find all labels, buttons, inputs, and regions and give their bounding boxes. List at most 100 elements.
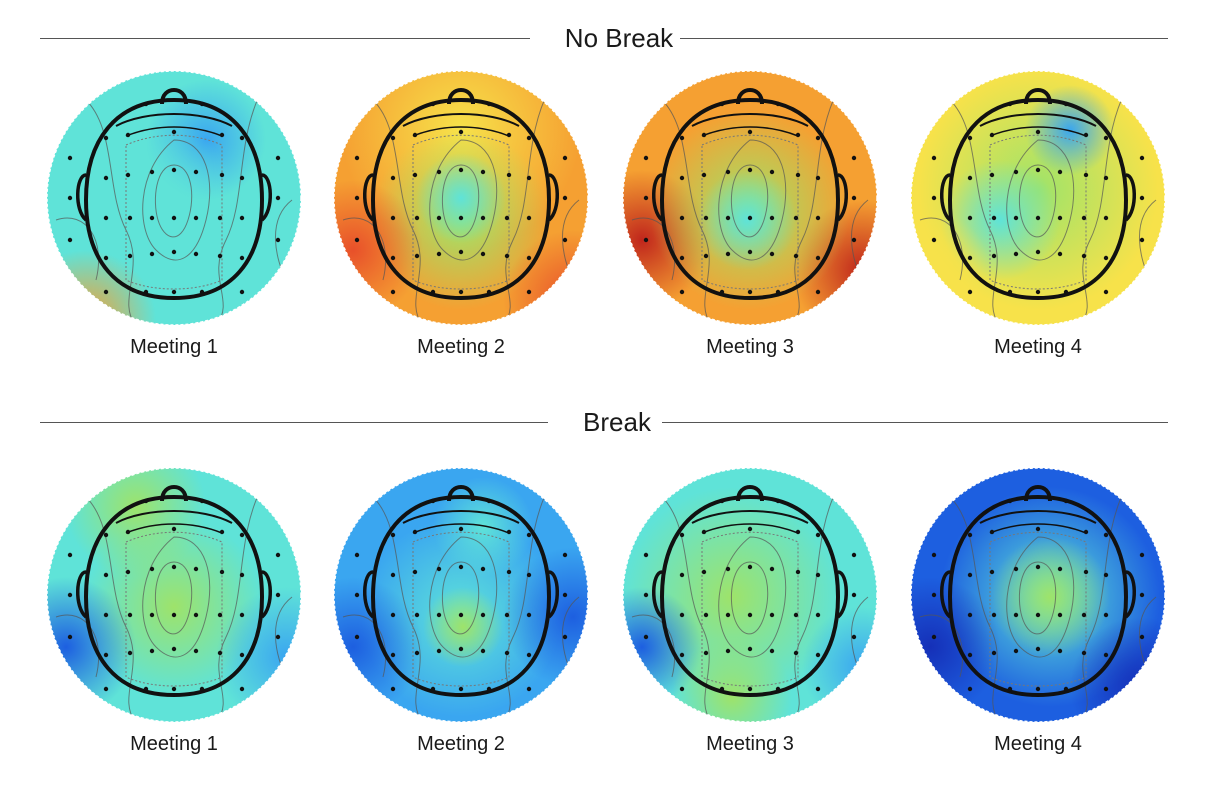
- electrode-dot: [103, 175, 109, 181]
- contour-line: [502, 89, 550, 325]
- electrode-dot: [171, 289, 177, 295]
- electrode-dot: [390, 135, 396, 141]
- electrode-dot: [1083, 172, 1089, 178]
- electrode-dot: [562, 237, 568, 243]
- electrode-dot: [199, 686, 205, 692]
- electrode-dot: [506, 569, 512, 575]
- electrode-dot: [458, 129, 464, 135]
- electrode-dot: [679, 135, 685, 141]
- electrode-dot: [725, 215, 731, 221]
- electrode-dot: [747, 646, 753, 652]
- electrode-dot: [1013, 612, 1019, 618]
- electrode-dot: [275, 552, 281, 558]
- contour-line: [441, 164, 480, 238]
- electrode-dot: [1103, 289, 1109, 295]
- electrode-dot: [701, 529, 707, 535]
- contour-line: [730, 164, 769, 238]
- electrode-dot: [436, 215, 442, 221]
- electrode-dot: [1035, 167, 1041, 173]
- topomap: [622, 70, 878, 326]
- electrode-dot: [1007, 101, 1013, 107]
- electrode-dot: [775, 686, 781, 692]
- electrode-dot: [390, 612, 396, 618]
- electrode-dot: [504, 612, 510, 618]
- electrode-dot: [1139, 634, 1145, 640]
- electrode-dot: [390, 255, 396, 261]
- electrode-dot: [149, 169, 155, 175]
- electrode-dot: [526, 255, 532, 261]
- electrode-dot: [1103, 652, 1109, 658]
- electrode-dot: [275, 634, 281, 640]
- contour-line: [154, 561, 193, 635]
- electrode-dot: [458, 249, 464, 255]
- electrode-dot: [989, 529, 995, 535]
- electrode-dot: [143, 289, 149, 295]
- electrode-dot: [967, 289, 973, 295]
- electrode-dot: [480, 215, 486, 221]
- electrode-dot: [143, 498, 149, 504]
- electrode-dot: [390, 215, 396, 221]
- electrode-dot: [747, 564, 753, 570]
- electrode-dot: [967, 255, 973, 261]
- electrode-dot: [747, 612, 753, 618]
- electrode-dot: [412, 172, 418, 178]
- electrode-dot: [1007, 289, 1013, 295]
- head-outline: [363, 87, 559, 301]
- electrode-dot: [430, 686, 436, 692]
- electrode-dot: [1063, 289, 1069, 295]
- electrode-dot: [795, 569, 801, 575]
- electrode-dot: [193, 169, 199, 175]
- electrode-dot: [354, 552, 360, 558]
- electrode-dot: [486, 101, 492, 107]
- section-title: Break: [553, 402, 681, 442]
- topomap: [622, 467, 878, 723]
- electrode-dot: [480, 612, 486, 618]
- electrode-dot: [414, 253, 420, 259]
- electrode-dot: [354, 634, 360, 640]
- electrode-dot: [679, 612, 685, 618]
- electrode-dot: [171, 612, 177, 618]
- electrode-dot: [562, 195, 568, 201]
- electrode-dot: [1057, 215, 1063, 221]
- electrode-dot: [217, 253, 223, 259]
- electrode-dot: [458, 686, 464, 692]
- contour-line: [718, 139, 787, 261]
- electrode-dot: [171, 167, 177, 173]
- electrode-dot: [1103, 572, 1109, 578]
- electrode-dot: [747, 129, 753, 135]
- contour-line: [215, 486, 263, 722]
- electrode-dot: [127, 215, 133, 221]
- topomap: [333, 467, 589, 723]
- electrode-dot: [219, 529, 225, 535]
- electrode-dot: [775, 498, 781, 504]
- electrode-dot: [1035, 129, 1041, 135]
- electrode-dot: [458, 167, 464, 173]
- electrode-dot: [1081, 253, 1087, 259]
- electrode-dot: [127, 650, 133, 656]
- electrode-dot: [486, 289, 492, 295]
- electrode-dot: [217, 215, 223, 221]
- electrode-dot: [171, 564, 177, 570]
- electrode-dot: [436, 612, 442, 618]
- divider-right: [680, 38, 1168, 39]
- electrode-dot: [390, 686, 396, 692]
- electrode-dot: [504, 215, 510, 221]
- head-outline: [76, 484, 272, 698]
- electrode-dot: [725, 251, 731, 257]
- electrode-dot: [931, 195, 937, 201]
- electrode-dot: [1035, 249, 1041, 255]
- head-outline: [363, 484, 559, 698]
- electrode-dot: [1035, 215, 1041, 221]
- electrode-dot: [795, 132, 801, 138]
- electrode-dot: [725, 566, 731, 572]
- electrode-dot: [1057, 612, 1063, 618]
- electrode-dot: [1035, 612, 1041, 618]
- electrode-dot: [480, 251, 486, 257]
- electrode-dot: [526, 289, 532, 295]
- contour-line: [1006, 139, 1075, 261]
- topomap: [910, 467, 1166, 723]
- electrode-dot: [239, 532, 245, 538]
- electrode-dot: [1013, 566, 1019, 572]
- electrode-dot: [1103, 532, 1109, 538]
- section-header-no-break: No Break: [40, 18, 1168, 58]
